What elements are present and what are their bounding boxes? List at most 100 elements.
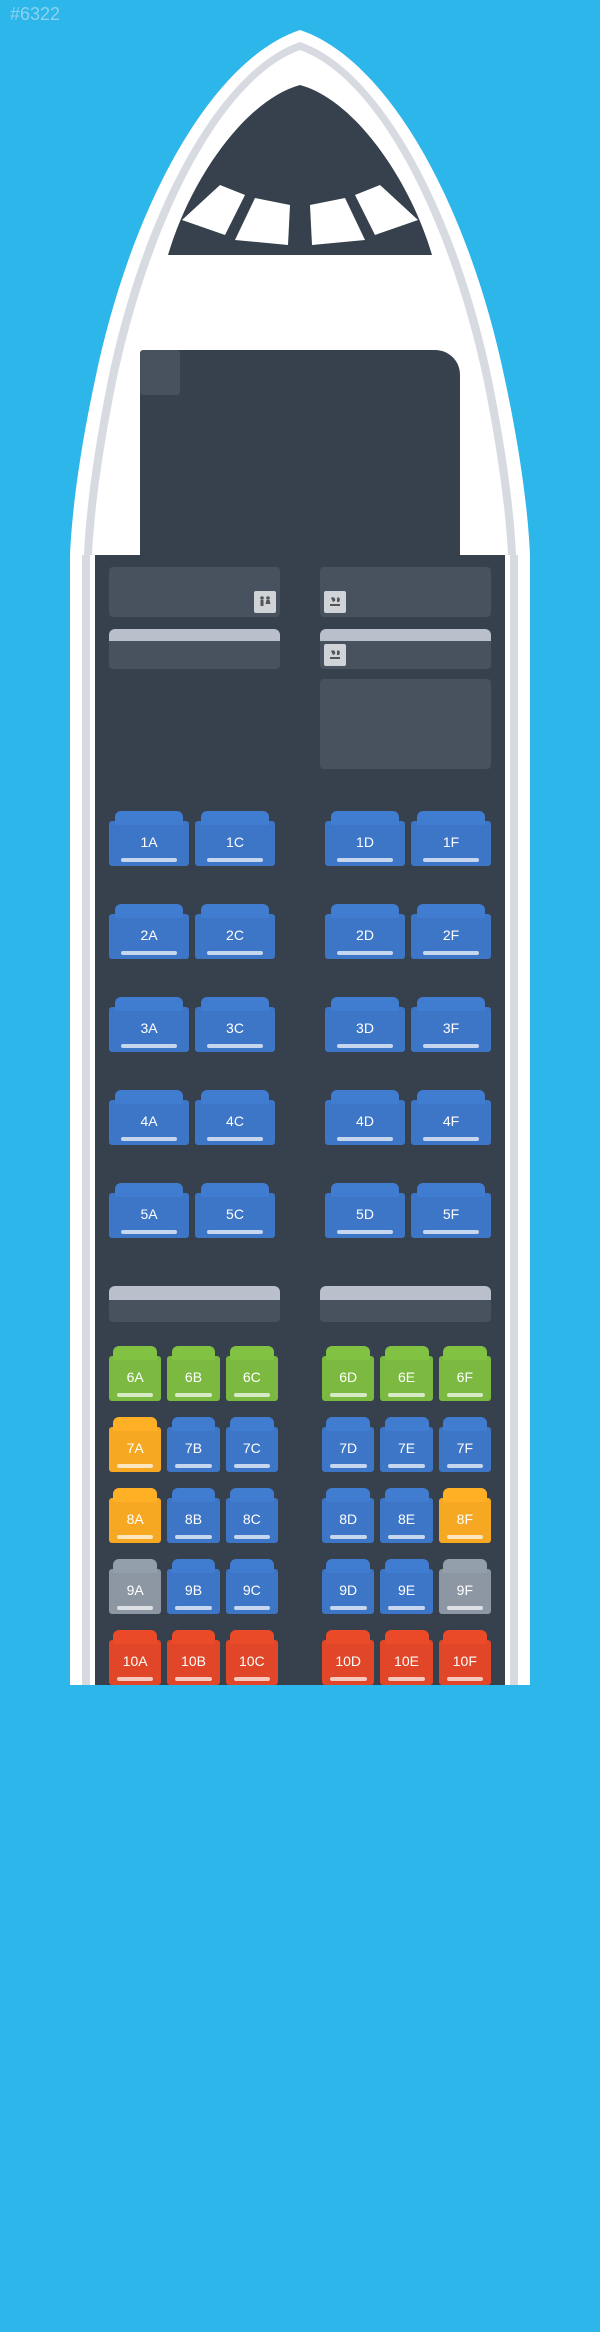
seat-1C[interactable]: 1C: [195, 821, 275, 866]
seat-group-right: 8D 8E 8F: [322, 1498, 491, 1543]
seat-10C[interactable]: 10C: [226, 1640, 278, 1685]
seat-8B[interactable]: 8B: [167, 1498, 219, 1543]
seat-2F[interactable]: 2F: [411, 914, 491, 959]
seat-label: 9F: [441, 1582, 489, 1598]
aircraft-seatmap: 1A 1C 1D1F 2A2C 2D 2F 3A3C 3D 3F 4A 4C 4D 4F 5A 5C 5D 5F…: [60, 30, 540, 1685]
seat-label: 8D: [324, 1511, 372, 1527]
seat-label: 8B: [169, 1511, 217, 1527]
seat-5D[interactable]: 5D: [325, 1193, 405, 1238]
seat-group-right: 5D 5F: [322, 1193, 491, 1238]
seat-label: 4F: [413, 1113, 489, 1129]
seat-2C[interactable]: 2C: [195, 914, 275, 959]
seat-label: 7E: [382, 1440, 430, 1456]
seat-7B[interactable]: 7B: [167, 1427, 219, 1472]
seat-6A[interactable]: 6A: [109, 1356, 161, 1401]
seat-6D[interactable]: 6D: [322, 1356, 374, 1401]
seat-label: 8A: [111, 1511, 159, 1527]
seat-8E[interactable]: 8E: [380, 1498, 432, 1543]
service-zone-1: [109, 567, 491, 617]
seat-3D[interactable]: 3D: [325, 1007, 405, 1052]
seat-row-9: 9A9B9C 9D 9E 9F: [109, 1569, 491, 1614]
seat-label: 10F: [441, 1653, 489, 1669]
seat-5C[interactable]: 5C: [195, 1193, 275, 1238]
seat-group-left: 6A6B6C: [109, 1356, 278, 1401]
seat-group-left: 7A 7B 7C: [109, 1427, 278, 1472]
seat-label: 7B: [169, 1440, 217, 1456]
cabin-interior: 1A 1C 1D1F 2A2C 2D 2F 3A3C 3D 3F 4A 4C 4D 4F 5A 5C 5D 5F…: [95, 555, 505, 1685]
seat-9C[interactable]: 9C: [226, 1569, 278, 1614]
seat-5F[interactable]: 5F: [411, 1193, 491, 1238]
seat-9E[interactable]: 9E: [380, 1569, 432, 1614]
seat-2A[interactable]: 2A: [109, 914, 189, 959]
seat-label: 6E: [382, 1369, 430, 1385]
seat-6F[interactable]: 6F: [439, 1356, 491, 1401]
seat-9D[interactable]: 9D: [322, 1569, 374, 1614]
seat-3C[interactable]: 3C: [195, 1007, 275, 1052]
seat-group-right: 9D 9E 9F: [322, 1569, 491, 1614]
seat-4C[interactable]: 4C: [195, 1100, 275, 1145]
seat-group-left: 10A 10B 10C: [109, 1640, 278, 1685]
seat-9F[interactable]: 9F: [439, 1569, 491, 1614]
seat-8A[interactable]: 8A: [109, 1498, 161, 1543]
seat-group-right: 1D1F: [322, 821, 491, 866]
seat-9A[interactable]: 9A: [109, 1569, 161, 1614]
seat-1F[interactable]: 1F: [411, 821, 491, 866]
seat-group-right: 2D 2F: [322, 914, 491, 959]
seat-label: 10A: [111, 1653, 159, 1669]
seat-label: 8F: [441, 1511, 489, 1527]
seat-label: 2D: [327, 927, 403, 943]
seat-1A[interactable]: 1A: [109, 821, 189, 866]
fuselage: 1A 1C 1D1F 2A2C 2D 2F 3A3C 3D 3F 4A 4C 4D 4F 5A 5C 5D 5F…: [70, 555, 530, 1685]
seat-10A[interactable]: 10A: [109, 1640, 161, 1685]
seat-4F[interactable]: 4F: [411, 1100, 491, 1145]
seat-7A[interactable]: 7A: [109, 1427, 161, 1472]
seat-label: 7C: [228, 1440, 276, 1456]
service-zone-2: [109, 679, 491, 769]
galley-block-2: [320, 679, 491, 769]
seat-3A[interactable]: 3A: [109, 1007, 189, 1052]
seat-10F[interactable]: 10F: [439, 1640, 491, 1685]
seat-2D[interactable]: 2D: [325, 914, 405, 959]
seat-row-5: 5A 5C 5D 5F: [109, 1193, 491, 1238]
seat-7C[interactable]: 7C: [226, 1427, 278, 1472]
seat-group-right: 3D 3F: [322, 1007, 491, 1052]
seat-3F[interactable]: 3F: [411, 1007, 491, 1052]
seat-label: 9D: [324, 1582, 372, 1598]
seat-label: 1A: [111, 834, 187, 850]
seat-1D[interactable]: 1D: [325, 821, 405, 866]
seat-label: 5C: [197, 1206, 273, 1222]
seat-6C[interactable]: 6C: [226, 1356, 278, 1401]
galley-icon: [324, 644, 346, 666]
seat-6E[interactable]: 6E: [380, 1356, 432, 1401]
lavatory-block: [109, 567, 280, 617]
seat-label: 5D: [327, 1206, 403, 1222]
seat-group-right: 10D10E 10F: [322, 1640, 491, 1685]
seat-4A[interactable]: 4A: [109, 1100, 189, 1145]
seat-8C[interactable]: 8C: [226, 1498, 278, 1543]
seat-6B[interactable]: 6B: [167, 1356, 219, 1401]
cabin-divider: [109, 1286, 491, 1316]
seat-10E[interactable]: 10E: [380, 1640, 432, 1685]
empty-service-left: [109, 679, 280, 769]
galley-block-1: [320, 567, 491, 617]
seat-8F[interactable]: 8F: [439, 1498, 491, 1543]
seat-label: 7F: [441, 1440, 489, 1456]
seat-7D[interactable]: 7D: [322, 1427, 374, 1472]
seat-9B[interactable]: 9B: [167, 1569, 219, 1614]
seat-label: 10C: [228, 1653, 276, 1669]
seat-7F[interactable]: 7F: [439, 1427, 491, 1472]
seat-7E[interactable]: 7E: [380, 1427, 432, 1472]
seat-group-left: 2A2C: [109, 914, 278, 959]
seat-row-2: 2A2C 2D 2F: [109, 914, 491, 959]
seat-5A[interactable]: 5A: [109, 1193, 189, 1238]
seat-8D[interactable]: 8D: [322, 1498, 374, 1543]
seat-4D[interactable]: 4D: [325, 1100, 405, 1145]
seat-label: 8C: [228, 1511, 276, 1527]
seat-label: 10B: [169, 1653, 217, 1669]
seat-10D[interactable]: 10D: [322, 1640, 374, 1685]
seat-label: 7D: [324, 1440, 372, 1456]
seat-label: 4C: [197, 1113, 273, 1129]
image-id-tag: #6322: [10, 4, 60, 25]
seat-label: 3D: [327, 1020, 403, 1036]
seat-10B[interactable]: 10B: [167, 1640, 219, 1685]
